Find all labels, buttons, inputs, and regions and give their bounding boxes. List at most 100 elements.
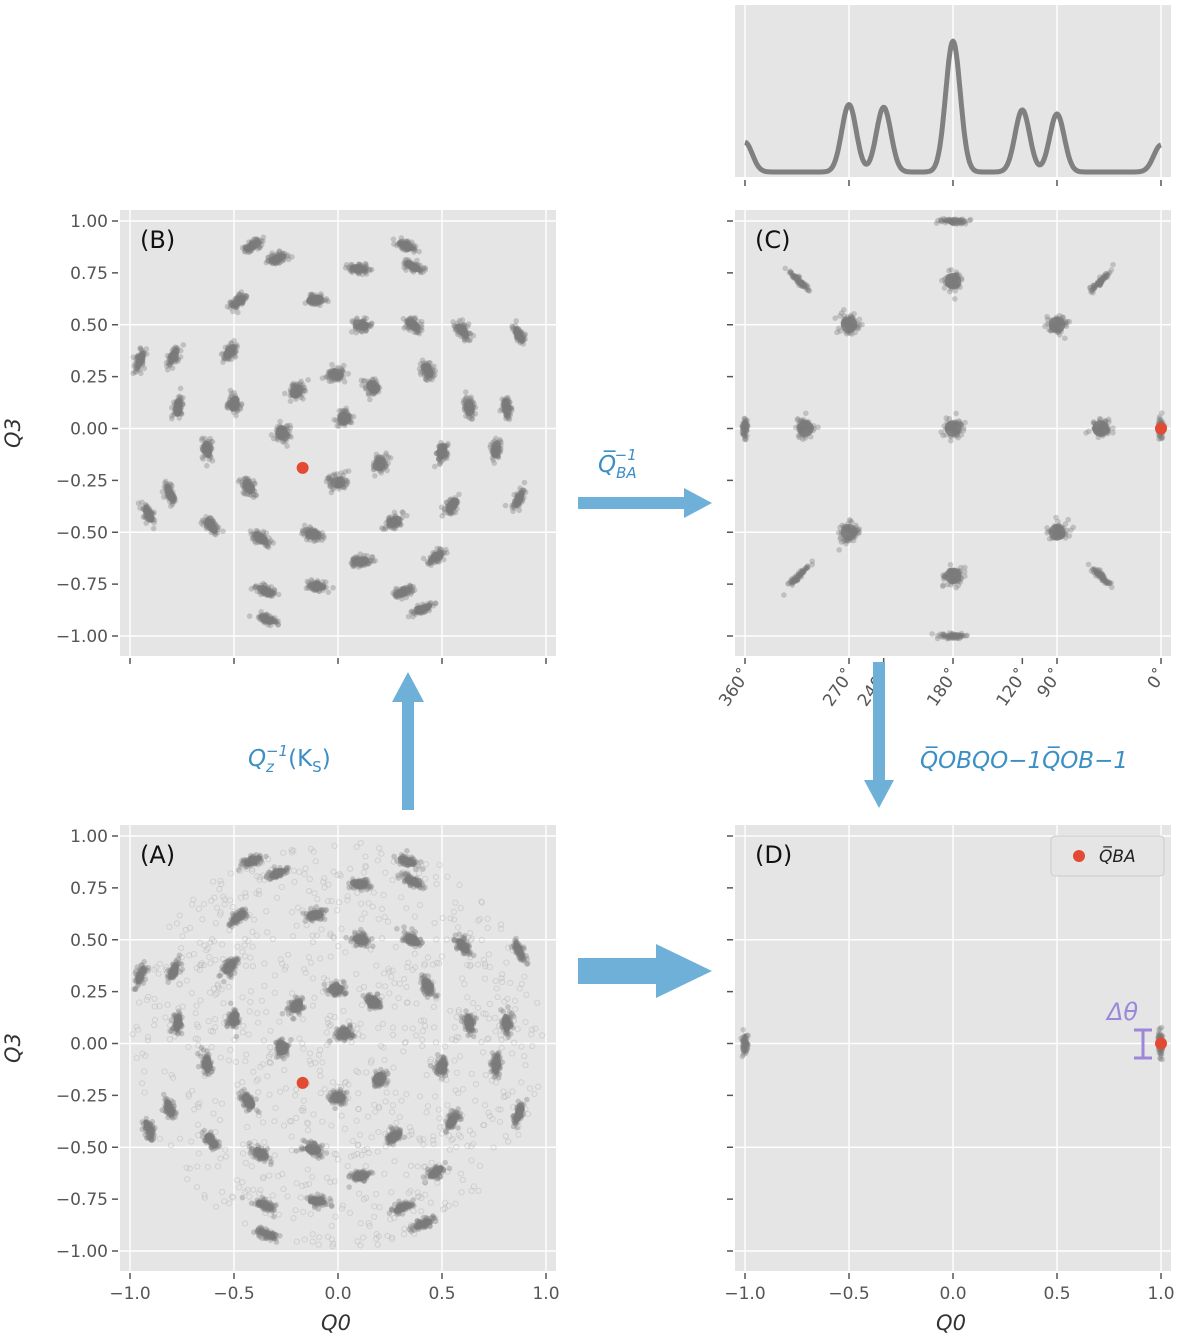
background-point (259, 1061, 267, 1068)
background-point (299, 1182, 306, 1190)
background-point (217, 909, 224, 916)
background-point (438, 1076, 445, 1083)
background-point (327, 1012, 334, 1019)
background-point (321, 884, 328, 891)
background-point (422, 861, 430, 868)
background-point (242, 962, 250, 969)
background-point (391, 1214, 398, 1222)
background-point (167, 1022, 174, 1029)
background-point (321, 875, 328, 882)
background-point (360, 1196, 367, 1203)
background-point (300, 1107, 307, 1115)
background-point (293, 922, 300, 929)
background-point (342, 989, 349, 996)
background-point (373, 1191, 380, 1198)
background-point (290, 847, 297, 854)
background-point (363, 1069, 370, 1076)
background-point (453, 1069, 460, 1076)
background-point (133, 1023, 140, 1030)
background-point (486, 963, 493, 971)
background-point (365, 1149, 372, 1157)
background-point (256, 876, 263, 883)
background-point (288, 1147, 295, 1154)
background-point (248, 1142, 255, 1149)
background-point (212, 1097, 219, 1105)
background-point (344, 897, 351, 904)
background-point (354, 1141, 362, 1148)
background-point (505, 1138, 512, 1145)
background-point (439, 914, 446, 922)
background-point (354, 1238, 361, 1245)
background-point (480, 956, 488, 963)
background-point (468, 1143, 475, 1150)
background-point (328, 1122, 335, 1129)
background-point (385, 965, 392, 972)
background-point (242, 1159, 249, 1166)
background-point (192, 1035, 199, 1042)
background-point (498, 1044, 505, 1051)
cluster-point (358, 887, 365, 894)
background-point (468, 1187, 475, 1194)
cluster (395, 870, 428, 892)
background-point (522, 1018, 529, 1026)
cluster-point (263, 853, 269, 860)
cluster-point (235, 867, 242, 873)
background-point (227, 897, 234, 904)
background-point (250, 1186, 257, 1193)
background-point (212, 1128, 219, 1136)
background-point (305, 1127, 312, 1134)
background-point (421, 960, 429, 967)
background-point (195, 905, 202, 912)
background-point (310, 848, 317, 855)
background-point (404, 963, 411, 971)
background-point (337, 872, 344, 879)
background-point (466, 1127, 474, 1134)
background-point (381, 1170, 388, 1177)
background-point (535, 1083, 542, 1090)
background-point (449, 1135, 456, 1143)
cluster-point (524, 961, 530, 967)
background-point (234, 1081, 241, 1088)
background-point (518, 1043, 525, 1050)
background-point (470, 1183, 477, 1190)
background-point (452, 899, 459, 906)
background-point (389, 1031, 397, 1039)
background-point (186, 952, 193, 959)
background-point (290, 1215, 297, 1222)
background-point (302, 969, 309, 976)
background-point (307, 845, 315, 853)
background-point (382, 1082, 390, 1089)
cluster-point (323, 907, 330, 913)
cluster-point (470, 952, 477, 959)
cluster-point (395, 872, 401, 879)
cluster (391, 848, 426, 873)
background-point (486, 1113, 494, 1120)
background-point (524, 1110, 532, 1118)
background-point (178, 954, 185, 961)
background-point (508, 1011, 516, 1018)
background-point (208, 1043, 215, 1051)
background-point (307, 1060, 315, 1068)
background-point (349, 1137, 356, 1145)
background-point (232, 1058, 239, 1066)
background-point (472, 1097, 479, 1104)
background-point (253, 932, 261, 939)
cluster (263, 864, 292, 882)
cluster-core (306, 909, 324, 920)
background-point (403, 869, 411, 876)
background-point (288, 1118, 295, 1125)
background-point (193, 1021, 201, 1028)
background-point (416, 1135, 423, 1142)
cluster-point (454, 946, 460, 952)
cluster-point (403, 871, 409, 877)
background-point (457, 1053, 464, 1060)
background-point (209, 936, 216, 943)
background-point (145, 993, 152, 1000)
background-point (351, 942, 358, 949)
background-point (216, 1116, 224, 1124)
background-point (201, 1194, 208, 1201)
background-point (389, 967, 396, 974)
background-point (169, 1074, 177, 1081)
background-point (306, 1057, 313, 1064)
background-point (151, 1003, 158, 1010)
